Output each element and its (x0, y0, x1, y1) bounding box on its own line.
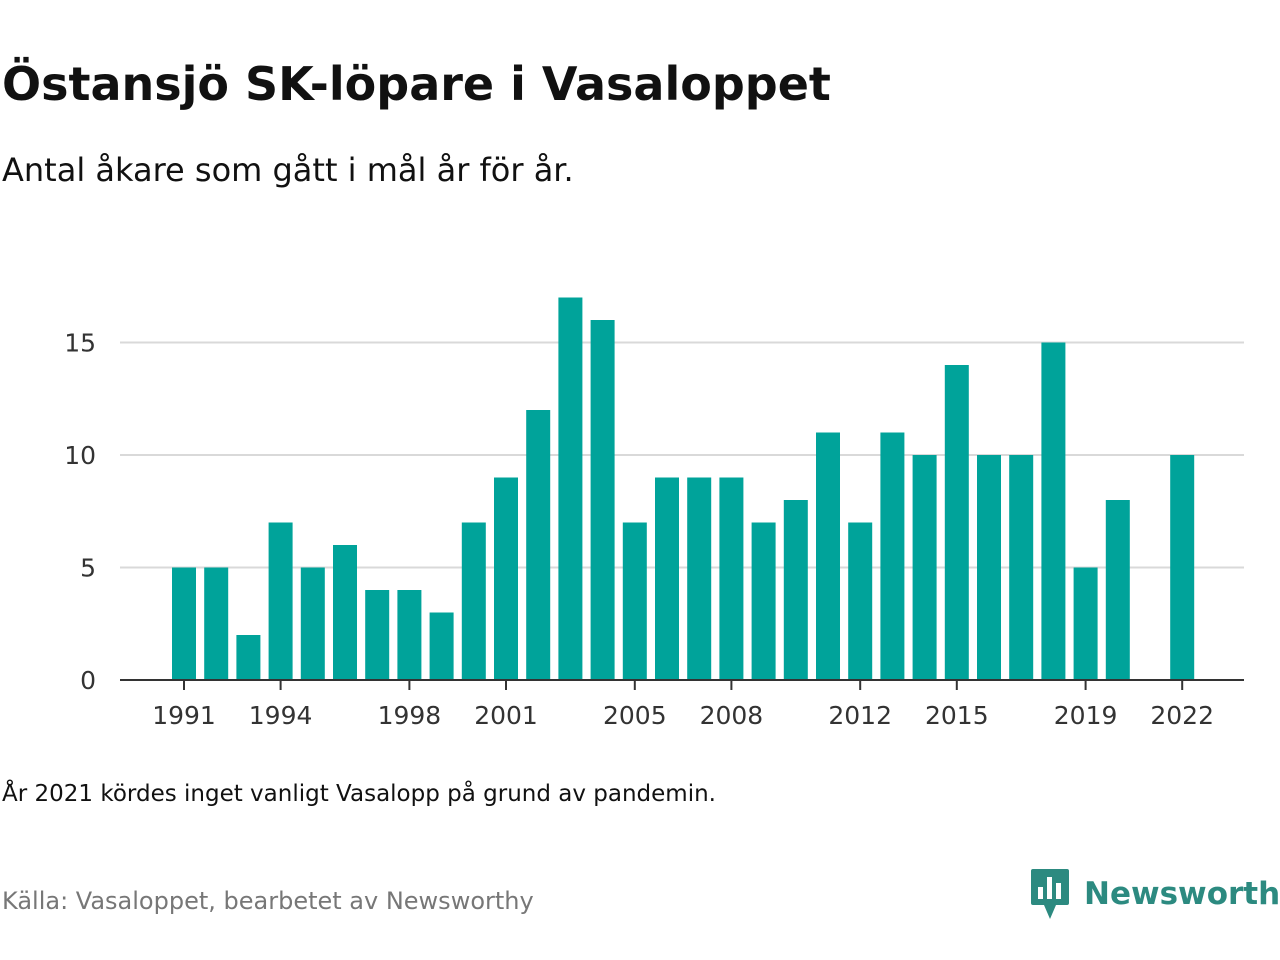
y-axis-ticks: 0 5 10 15 (64, 329, 96, 696)
bar-1991 (172, 567, 196, 680)
bar-2005 (622, 522, 647, 680)
bar-2019 (1073, 567, 1098, 680)
bar-1994 (268, 522, 293, 680)
x-tick-label: 2001 (474, 701, 538, 730)
bar-2017 (1009, 455, 1034, 680)
y-tick-label: 5 (80, 554, 96, 583)
bar-2018 (1041, 342, 1066, 680)
x-tick-label: 1991 (152, 701, 216, 730)
brand-name: Newsworthy (1084, 876, 1280, 912)
bar-2006 (655, 477, 679, 680)
bar-2012 (848, 522, 873, 680)
bar-2011 (816, 432, 840, 680)
y-tick-label: 0 (80, 666, 96, 695)
bar-1992 (204, 567, 229, 680)
source-credit: Källa: Vasaloppet, bearbetet av Newswort… (2, 887, 534, 915)
bar-1999 (429, 612, 454, 680)
bar-2007 (687, 477, 712, 680)
bar-1998 (397, 590, 422, 680)
bar-2009 (751, 522, 776, 680)
bar-1995 (300, 567, 325, 680)
x-tick-label: 1998 (378, 701, 442, 730)
x-tick-label: 2019 (1054, 701, 1118, 730)
x-tick-label: 1994 (249, 701, 313, 730)
chart-title: Östansjö SK-löpare i Vasaloppet (2, 57, 831, 111)
bar-2014 (912, 455, 937, 680)
bar-2004 (590, 320, 615, 680)
chart-note: År 2021 kördes inget vanligt Vasalopp på… (2, 781, 716, 807)
bar-2001 (494, 477, 518, 680)
bars (172, 297, 1195, 680)
x-axis-ticks: 1991 1994 1998 2001 2005 2008 2012 2015 2019 2022 (152, 680, 1214, 730)
chart-subtitle: Antal åkare som gått i mål år för år. (2, 151, 574, 189)
newsworthy-brand[interactable]: Newsworthy (1030, 866, 1280, 922)
x-tick-label: 2022 (1150, 701, 1214, 730)
bar-2020 (1105, 500, 1130, 680)
x-tick-label: 2015 (925, 701, 989, 730)
x-tick-label: 2012 (828, 701, 892, 730)
bar-2000 (461, 522, 486, 680)
bar-2010 (783, 500, 808, 680)
x-tick-label: 2005 (603, 701, 667, 730)
newsworthy-logo-icon (1031, 869, 1069, 919)
bar-2016 (977, 455, 1001, 680)
bar-2002 (526, 410, 551, 680)
bar-1996 (333, 545, 357, 680)
y-tick-label: 15 (64, 329, 96, 358)
bar-chart: 0 5 10 15 1991 1994 1998 2001 2005 2008 2012 2015 2… (64, 297, 1244, 730)
bar-1997 (365, 590, 390, 680)
x-tick-label: 2008 (700, 701, 764, 730)
y-tick-label: 10 (64, 441, 96, 470)
bar-2022 (1170, 455, 1195, 680)
bar-2008 (719, 477, 744, 680)
bar-2003 (558, 297, 583, 680)
bar-2013 (880, 432, 905, 680)
bar-1993 (236, 635, 261, 680)
bar-2015 (944, 365, 969, 680)
